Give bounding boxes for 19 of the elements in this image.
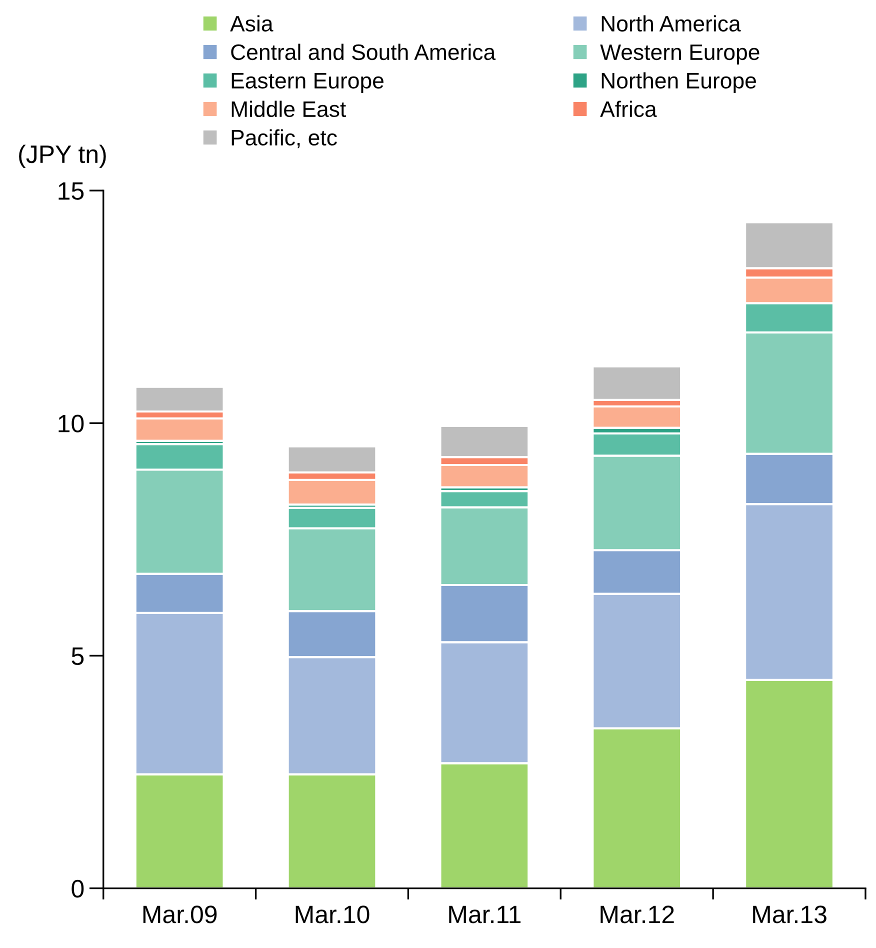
legend-label: Northen Europe <box>602 72 756 93</box>
x-tick-label: Mar.11 <box>449 906 521 924</box>
legend-label: Eastern Europe <box>232 73 384 93</box>
y-axis-title: (JPY tn) <box>19 144 106 168</box>
y-tick-label: 0 <box>72 880 84 898</box>
x-tick-label: Mar.13 <box>753 906 826 924</box>
legend-label: Western Europe <box>600 44 760 64</box>
y-tick-label: 5 <box>72 648 84 666</box>
legend-label: Central and South America <box>231 44 496 60</box>
x-tick-label: Mar.10 <box>296 906 370 924</box>
x-tick-label: Mar.09 <box>143 906 217 924</box>
legend-label: North America <box>602 15 741 32</box>
legend-label: Pacific, etc <box>232 129 337 148</box>
legend-label: Asia <box>230 15 274 32</box>
x-tick-label: Mar.12 <box>600 906 674 924</box>
legend-label: Middle East <box>232 100 346 118</box>
y-tick-label: 10 <box>58 414 84 432</box>
legend-label: Africa <box>600 100 657 118</box>
y-tick-label: 15 <box>58 182 84 200</box>
